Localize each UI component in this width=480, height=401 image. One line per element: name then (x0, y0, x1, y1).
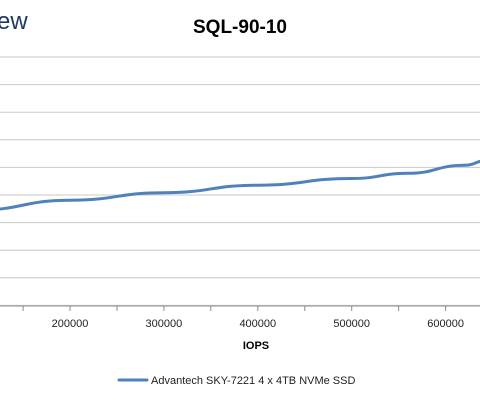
brand-logo-text: ew (0, 8, 28, 35)
x-tick-label: 200000 (52, 318, 89, 330)
series-layer (0, 159, 480, 211)
series-line (0, 159, 480, 211)
x-tick-label: 300000 (146, 318, 183, 330)
legend-label: Advantech SKY-7221 4 x 4TB NVMe SSD (151, 375, 355, 387)
legend: Advantech SKY-7221 4 x 4TB NVMe SSD (117, 375, 355, 387)
x-axis-label: IOPS (243, 340, 269, 352)
x-tick-label: 400000 (239, 318, 276, 330)
x-axis: 200000 300000 400000 500000 600000 (0, 305, 480, 330)
x-tick-label: 600000 (427, 318, 464, 330)
x-tick-label: 500000 (333, 318, 370, 330)
gridlines (0, 56, 480, 306)
chart-title: SQL-90-10 (193, 17, 287, 38)
